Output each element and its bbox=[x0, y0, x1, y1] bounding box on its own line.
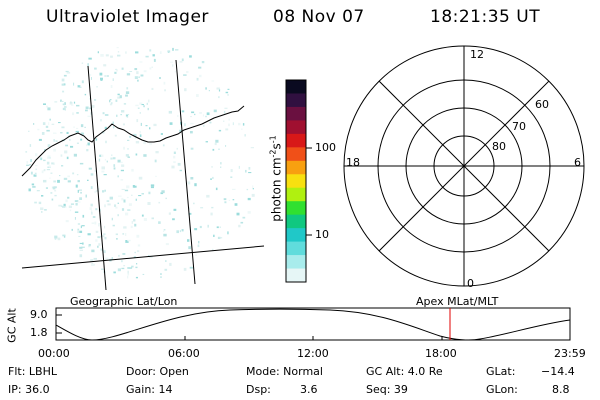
mlt-label-6: 6 bbox=[574, 156, 581, 169]
colorbar-cell bbox=[286, 241, 306, 256]
unit-exponent-1: -2 bbox=[268, 149, 278, 158]
glon-label: GLon: bbox=[486, 383, 518, 396]
colorbar-cell bbox=[286, 147, 306, 162]
colorbar-cell bbox=[286, 214, 306, 229]
glat-label: GLat: bbox=[486, 365, 516, 378]
time-tick-1200: 12:00 bbox=[297, 347, 329, 360]
gc-alt-info: GC Alt: 4.0 Re bbox=[366, 365, 443, 378]
longitude-line-2 bbox=[175, 59, 196, 285]
unit-seconds: s bbox=[269, 143, 284, 150]
colorbar-cell bbox=[286, 160, 306, 175]
time-tick-2359: 23:59 bbox=[554, 347, 586, 360]
mlt-label-18: 18 bbox=[346, 156, 360, 169]
colorbar-cell bbox=[286, 106, 306, 121]
mlt-label-0: 0 bbox=[467, 277, 474, 290]
colorbar-unit-label: photon cm-2s-1 bbox=[268, 79, 284, 279]
unit-exponent-2: -1 bbox=[268, 135, 278, 144]
colorbar-tick-label-10: 10 bbox=[315, 228, 329, 241]
colorbar bbox=[285, 79, 312, 283]
colorbar-cell bbox=[286, 201, 306, 216]
colorbar-cell bbox=[286, 187, 306, 202]
colorbar-cell bbox=[286, 80, 306, 94]
geographic-image-panel bbox=[21, 47, 265, 291]
dsp-label: Dsp: bbox=[246, 383, 271, 396]
geographic-panel-label: Geographic Lat/Lon bbox=[70, 295, 178, 308]
instrument-title: Ultraviolet Imager bbox=[46, 7, 209, 27]
mlat-label-70: 70 bbox=[512, 120, 526, 133]
coastline bbox=[21, 105, 245, 177]
time-tick-0600: 06:00 bbox=[168, 347, 200, 360]
altitude-ytick-1-8: 1.8 bbox=[30, 326, 48, 339]
colorbar-cell bbox=[286, 133, 306, 148]
seq-info: Seq: 39 bbox=[366, 383, 408, 396]
door-info: Door: Open bbox=[126, 365, 189, 378]
colorbar-cell bbox=[286, 228, 306, 243]
mlat-label-60: 60 bbox=[535, 98, 549, 111]
polar-panel-label: Apex MLat/MLT bbox=[416, 295, 499, 308]
colorbar-cell bbox=[286, 255, 306, 270]
altitude-ylabel: GC Alt bbox=[5, 308, 19, 343]
ip-info: IP: 36.0 bbox=[8, 383, 50, 396]
polar-diagonal-2 bbox=[378, 80, 550, 252]
glon-value: 8.8 bbox=[552, 383, 570, 396]
glat-value: −14.4 bbox=[541, 365, 575, 378]
time-tick-1800: 18:00 bbox=[425, 347, 457, 360]
mlt-label-12: 12 bbox=[470, 48, 484, 61]
colorbar-tick-label-100: 100 bbox=[315, 141, 336, 154]
filter-info: Flt: LBHL bbox=[8, 365, 57, 378]
time-tick-0000: 00:00 bbox=[38, 347, 70, 360]
longitude-line-1 bbox=[87, 65, 107, 291]
date-label: 08 Nov 07 bbox=[273, 7, 365, 27]
altitude-curve bbox=[55, 308, 571, 341]
mode-info: Mode: Normal bbox=[246, 365, 323, 378]
colorbar-cell bbox=[286, 120, 306, 135]
unit-text: photon cm bbox=[269, 157, 284, 222]
altitude-plot bbox=[55, 307, 571, 341]
time-label: 18:21:35 UT bbox=[430, 7, 541, 27]
colorbar-cell bbox=[286, 174, 306, 189]
colorbar-cell bbox=[286, 268, 306, 283]
altitude-ytick-9: 9.0 bbox=[30, 308, 48, 321]
colorbar-cell bbox=[286, 93, 306, 108]
mlat-label-80: 80 bbox=[492, 140, 506, 153]
polar-plot bbox=[343, 45, 585, 287]
gain-info: Gain: 14 bbox=[126, 383, 173, 396]
aurora-speckles bbox=[25, 47, 255, 279]
latitude-line bbox=[21, 245, 265, 269]
dsp-value: 3.6 bbox=[300, 383, 318, 396]
